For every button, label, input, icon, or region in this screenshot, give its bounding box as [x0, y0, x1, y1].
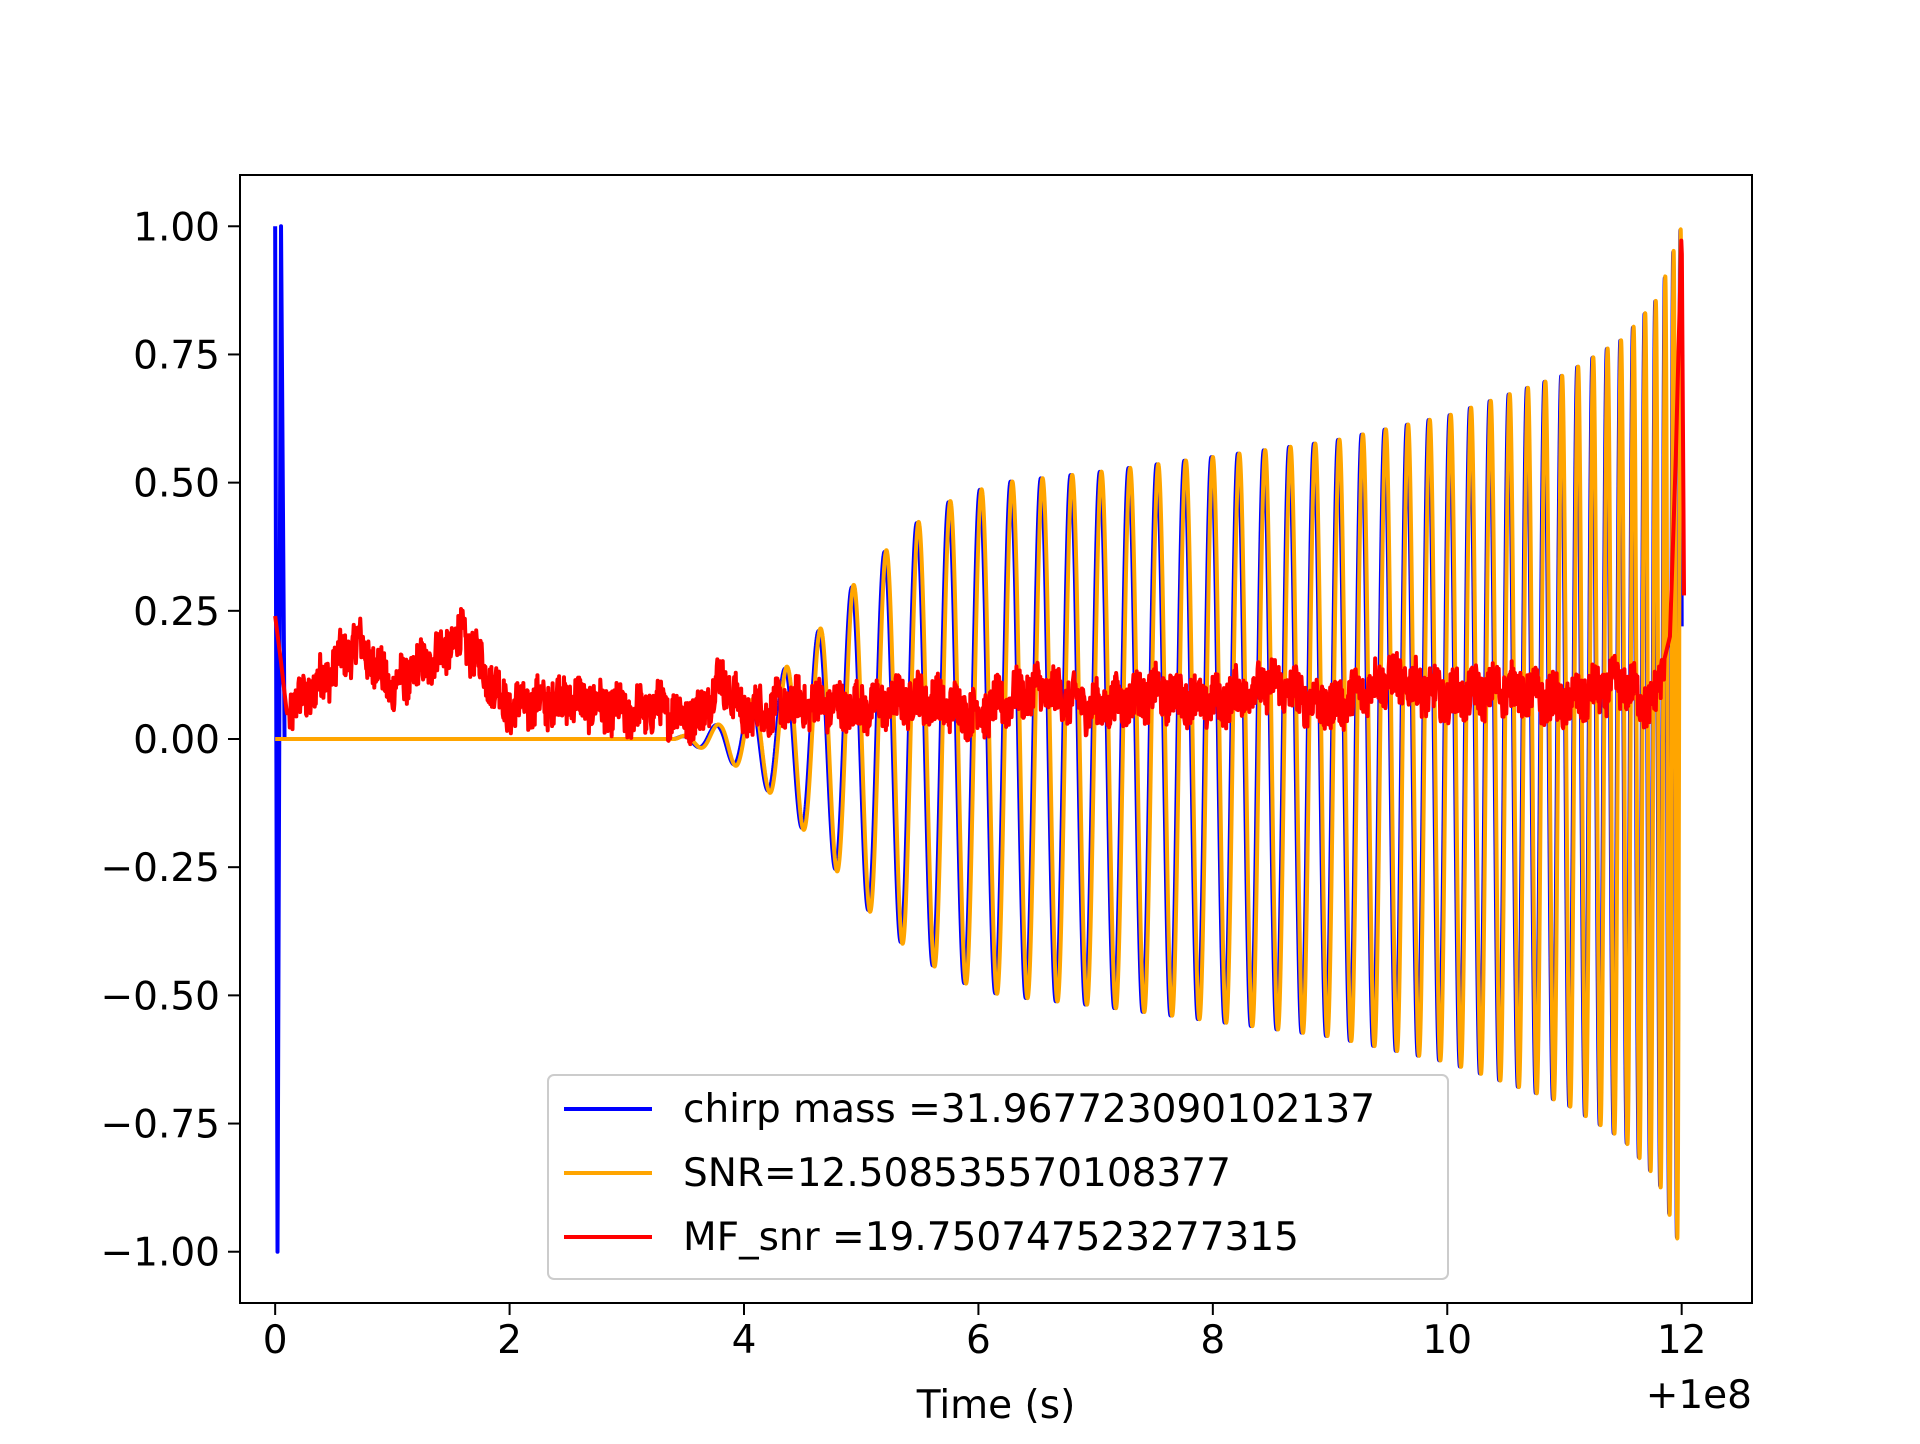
y-tick-label: 0.75: [133, 333, 220, 378]
y-tick-label: 0.25: [133, 590, 220, 635]
series-line-mf-snr: [273, 238, 1687, 747]
y-tick-label: −0.50: [100, 974, 220, 1019]
x-tick-label: 8: [1200, 1318, 1225, 1363]
series-layer: [273, 224, 1687, 1254]
y-tick-label: −1.00: [100, 1231, 220, 1276]
y-tick-label: 0.00: [133, 718, 220, 763]
y-axis: −1.00 −0.75 −0.50 −0.25 0.00 0.25 0.50 0.75 1.00: [100, 205, 240, 1276]
x-axis-label: Time (s): [916, 1383, 1076, 1428]
legend-label-mf-snr: MF_snr =19.750747523277315: [683, 1215, 1299, 1260]
y-tick-label: −0.75: [100, 1103, 220, 1148]
legend-label-chirp-mass: chirp mass =31.967723090102137: [683, 1087, 1375, 1132]
y-tick-label: −0.25: [100, 846, 220, 891]
x-tick-label: 6: [966, 1318, 991, 1363]
legend-box: [547, 1074, 1449, 1280]
x-tick-label: 12: [1657, 1318, 1707, 1363]
y-tick-label: 1.00: [133, 205, 220, 250]
legend: chirp mass =31.967723090102137 SNR=12.50…: [547, 1074, 1449, 1280]
y-tick-label: 0.50: [133, 462, 220, 507]
x-axis-offset-label: +1e8: [1646, 1373, 1752, 1418]
x-tick-label: 0: [263, 1318, 288, 1363]
x-tick-label: 2: [497, 1318, 522, 1363]
x-tick-label: 10: [1422, 1318, 1472, 1363]
x-tick-label: 4: [732, 1318, 757, 1363]
x-axis: 0 2 4 6 8 10 12: [263, 1303, 1707, 1363]
legend-label-snr: SNR=12.508535570108377: [683, 1151, 1231, 1196]
